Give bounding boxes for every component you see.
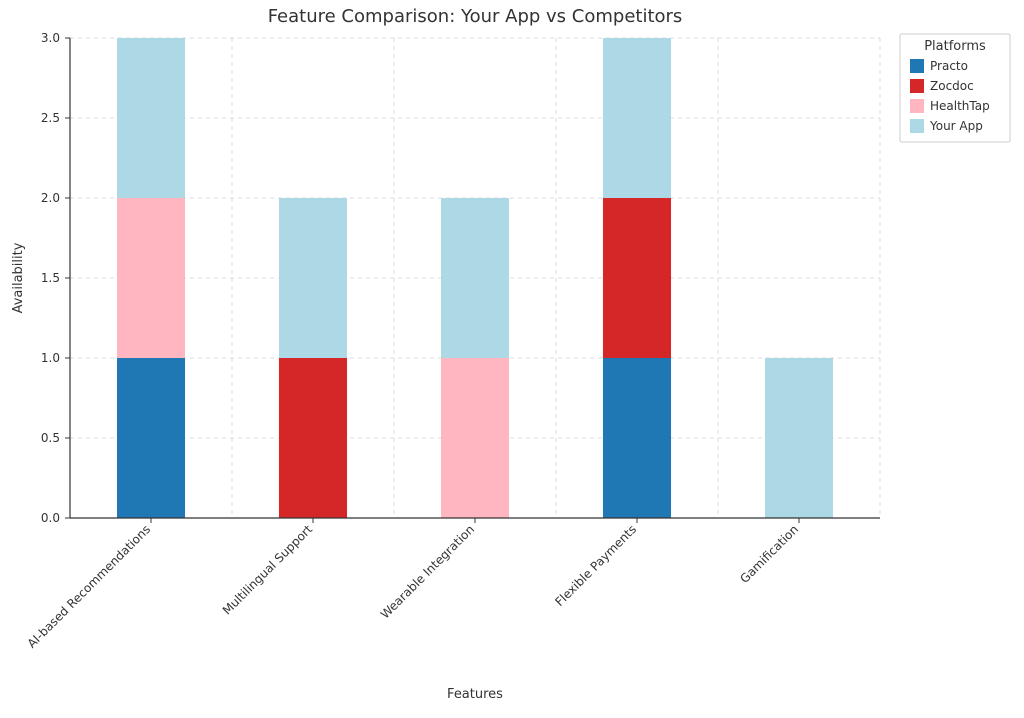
- ytick-label: 2.5: [41, 111, 60, 125]
- bar-segment: [279, 198, 347, 358]
- ytick-label: 0.5: [41, 431, 60, 445]
- legend-label: Practo: [930, 59, 968, 73]
- legend-title: Platforms: [924, 39, 986, 54]
- bar-segment: [441, 198, 509, 358]
- chart-svg: 0.0 0.5 1.0 1.5 2.0 2.5 3.0 AI-based Recommenda…: [0, 0, 1024, 718]
- bar-segment: [279, 358, 347, 518]
- bar-segment: [765, 358, 833, 518]
- ytick-label: 0.0: [41, 511, 60, 525]
- chart-title: Feature Comparison: Your App vs Competit…: [268, 6, 683, 27]
- bar-segment: [117, 198, 185, 358]
- legend-swatch: [910, 59, 924, 73]
- legend-swatch: [910, 119, 924, 133]
- xtick-label: Flexible Payments: [552, 522, 639, 609]
- legend-swatch: [910, 99, 924, 113]
- ytick-label: 2.0: [41, 191, 60, 205]
- y-axis-label: Availability: [11, 242, 26, 313]
- ytick-label: 1.5: [41, 271, 60, 285]
- xtick-label: Gamification: [737, 522, 801, 586]
- bar-segment: [603, 358, 671, 518]
- xtick-label: Multilingual Support: [220, 522, 316, 618]
- x-axis-label: Features: [447, 687, 503, 702]
- ytick-label: 3.0: [41, 31, 60, 45]
- chart-container: 0.0 0.5 1.0 1.5 2.0 2.5 3.0 AI-based Recommenda…: [0, 0, 1024, 718]
- legend-swatch: [910, 79, 924, 93]
- bar-segment: [117, 358, 185, 518]
- bar-segment: [603, 198, 671, 358]
- bar-segment: [603, 38, 671, 198]
- legend-label: Your App: [929, 119, 983, 133]
- legend-label: HealthTap: [930, 99, 990, 113]
- ytick-label: 1.0: [41, 351, 60, 365]
- bar-segment: [441, 358, 509, 518]
- bar-segment: [117, 38, 185, 198]
- xtick-label: Wearable Integration: [378, 522, 477, 621]
- xtick-label: AI-based Recommendations: [25, 522, 154, 651]
- legend-label: Zocdoc: [930, 79, 974, 93]
